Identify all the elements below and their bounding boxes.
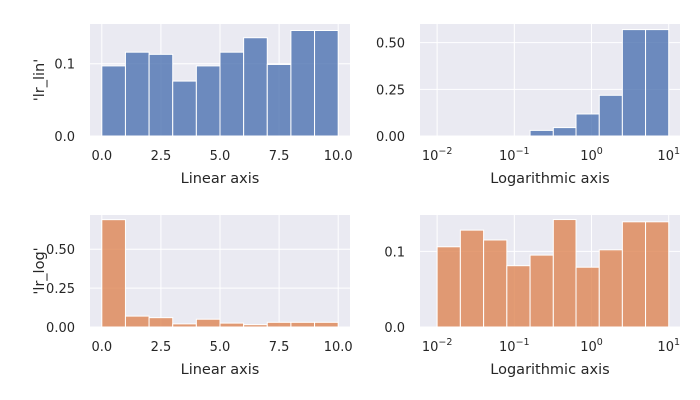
x-tick-label: 0.0 — [91, 149, 112, 164]
histogram-bar — [290, 30, 316, 137]
x-tick-label: 10−2 — [422, 146, 453, 164]
histogram-panel-3: 0.0 2.5 5.0 7.5 10.0 0.00 0.25 0.50 Linear axis '… — [32, 215, 353, 378]
x-tick-label: 100 — [580, 146, 603, 164]
y-tick-label: 0.50 — [376, 37, 405, 52]
histogram-bar — [645, 29, 670, 137]
histogram-bar — [101, 219, 126, 328]
histogram-bar — [645, 221, 670, 328]
y-tick-label: 0.25 — [376, 83, 405, 98]
histogram-bar — [266, 321, 292, 328]
x-tick-label: 10.0 — [324, 340, 353, 355]
x-axis-label: Logarithmic axis — [490, 362, 609, 378]
x-tick-label: 7.5 — [269, 149, 290, 164]
histogram-bar — [575, 113, 600, 137]
x-tick-label: 2.5 — [151, 340, 172, 355]
histogram-bar — [243, 37, 268, 137]
histogram-bar — [621, 221, 647, 328]
x-tick-label: 101 — [657, 146, 680, 164]
y-axis-label: 'lr_log' — [32, 247, 48, 294]
y-tick-label: 0.00 — [46, 321, 75, 336]
x-tick-label: 100 — [580, 337, 603, 355]
histogram-bar — [172, 80, 197, 137]
x-tick-label: 10−2 — [422, 337, 453, 355]
x-tick-label: 0.0 — [91, 340, 112, 355]
histogram-bar — [172, 323, 197, 328]
histogram-bar — [219, 322, 245, 328]
histogram-bar — [195, 318, 221, 328]
x-tick-label: 5.0 — [210, 149, 231, 164]
histogram-bar — [459, 229, 485, 328]
histogram-bar — [243, 324, 268, 328]
histogram-bar — [124, 51, 150, 137]
histogram-bar — [266, 63, 292, 137]
y-tick-label: 0.0 — [384, 321, 405, 336]
histogram-bar — [124, 315, 150, 328]
x-tick-label: 2.5 — [151, 149, 172, 164]
histogram-bar — [621, 29, 647, 137]
y-tick-label: 0.25 — [46, 282, 75, 297]
y-tick-label: 0.00 — [376, 130, 405, 145]
x-tick-label: 10−1 — [499, 146, 530, 164]
histogram-bar — [483, 239, 508, 328]
histogram-bar — [598, 249, 623, 328]
histogram-panel-1: 0.0 2.5 5.0 7.5 10.0 0.0 0.1 Linear axis 'lr_lin… — [32, 24, 353, 187]
histogram-bar — [529, 129, 554, 137]
x-axis-label: Logarithmic axis — [490, 171, 609, 187]
histogram-bar — [552, 127, 577, 137]
x-tick-label: 7.5 — [269, 340, 290, 355]
histogram-bar — [575, 266, 600, 328]
y-tick-label: 0.50 — [46, 243, 75, 258]
x-tick-label: 10−1 — [499, 337, 530, 355]
histogram-panel-4: 10−2 10−1 100 101 0.0 0.1 Logarithmic axis — [384, 215, 680, 378]
histogram-bar — [219, 51, 245, 137]
histogram-bar — [598, 94, 623, 137]
y-tick-label: 0.1 — [384, 245, 405, 260]
y-tick-label: 0.0 — [54, 130, 75, 145]
histogram-bar — [148, 53, 174, 137]
x-tick-label: 101 — [657, 337, 680, 355]
histogram-bar — [314, 321, 339, 328]
histogram-bar — [314, 30, 339, 137]
x-axis-label: Linear axis — [181, 171, 260, 187]
histogram-bar — [290, 321, 316, 328]
y-tick-label: 0.1 — [54, 58, 75, 73]
histogram-bar — [552, 219, 577, 328]
x-tick-label: 5.0 — [210, 340, 231, 355]
x-axis-label: Linear axis — [181, 362, 260, 378]
histogram-panel-2: 10−2 10−1 100 101 0.00 0.25 0.50 Logarithmic ax… — [376, 24, 680, 187]
histogram-bar — [148, 317, 174, 328]
y-axis-label: 'lr_lin' — [32, 59, 48, 101]
x-tick-label: 10.0 — [324, 149, 353, 164]
histogram-bar — [195, 65, 221, 137]
histogram-bar — [436, 246, 461, 328]
histogram-bar — [506, 265, 531, 328]
histogram-bar — [529, 254, 554, 328]
histogram-bar — [101, 65, 126, 137]
